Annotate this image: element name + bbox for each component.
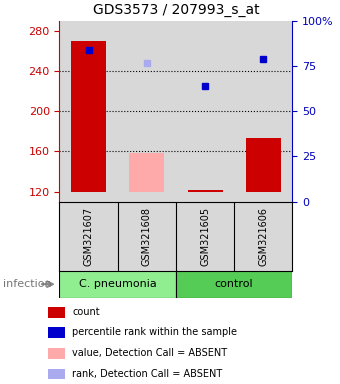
Text: GSM321605: GSM321605 [200,207,210,266]
Text: value, Detection Call = ABSENT: value, Detection Call = ABSENT [72,348,227,358]
Text: count: count [72,307,100,317]
Text: rank, Detection Call = ABSENT: rank, Detection Call = ABSENT [72,369,222,379]
Text: infection: infection [3,279,52,289]
Bar [48,369,65,379]
Text: GSM321606: GSM321606 [258,207,268,266]
Bar [176,271,292,298]
Bar [129,154,164,192]
Bar [71,41,106,192]
Bar [48,328,65,338]
Bar [48,307,65,318]
Title: GDS3573 / 207993_s_at: GDS3573 / 207993_s_at [92,3,259,17]
Bar [188,190,223,192]
Text: GSM321608: GSM321608 [142,207,152,266]
Bar [59,271,176,298]
Bar [246,139,281,192]
Bar [48,348,65,359]
Text: GSM321607: GSM321607 [84,207,94,266]
Text: percentile rank within the sample: percentile rank within the sample [72,328,237,338]
Text: control: control [215,279,254,289]
Text: C. pneumonia: C. pneumonia [79,279,157,289]
